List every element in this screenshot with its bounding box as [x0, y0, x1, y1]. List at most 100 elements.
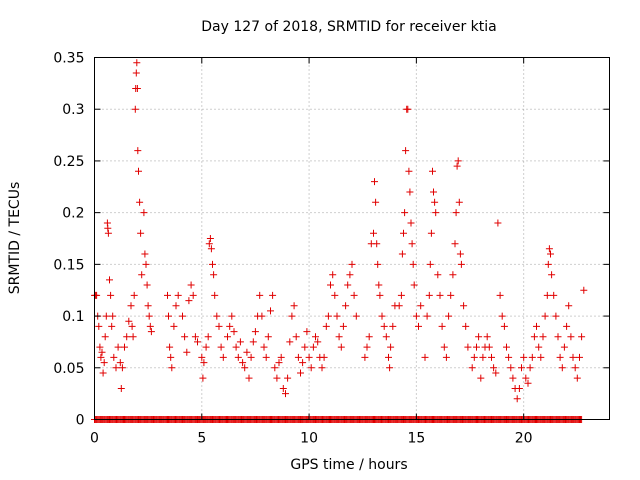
- data-point: [132, 69, 140, 77]
- data-point: [541, 312, 549, 320]
- data-point: [134, 147, 142, 155]
- data-point: [138, 271, 146, 279]
- data-point: [226, 322, 234, 330]
- data-point: [425, 291, 433, 299]
- data-point: [267, 307, 274, 315]
- data-point: [554, 333, 562, 341]
- data-point: [118, 364, 126, 372]
- data-point: [141, 250, 149, 258]
- data-point: [378, 312, 386, 320]
- data-point: [400, 229, 407, 237]
- y-tick-label: 0.2: [62, 206, 84, 222]
- data-point: [164, 291, 171, 299]
- data-point: [426, 260, 434, 268]
- data-point: [449, 271, 457, 279]
- data-point: [322, 322, 330, 330]
- data-point: [389, 322, 397, 330]
- data-point: [299, 359, 307, 367]
- data-point: [249, 338, 257, 346]
- data-point: [427, 229, 435, 237]
- data-point: [96, 343, 104, 351]
- data-point: [251, 328, 259, 336]
- data-point: [477, 374, 485, 382]
- data-point: [123, 333, 131, 341]
- data-point: [460, 302, 468, 310]
- data-point: [109, 312, 117, 320]
- data-point: [294, 353, 302, 361]
- data-point: [483, 333, 491, 341]
- y-tick-label: 0: [76, 413, 85, 429]
- data-point: [239, 359, 247, 367]
- data-point: [125, 317, 133, 325]
- data-point: [544, 260, 552, 268]
- data-point: [181, 333, 189, 341]
- data-point: [243, 348, 251, 356]
- data-point: [395, 302, 403, 310]
- data-point: [430, 188, 437, 196]
- data-point: [135, 167, 142, 175]
- data-point: [146, 322, 154, 330]
- data-point: [558, 364, 566, 372]
- data-point: [505, 353, 513, 361]
- data-point: [133, 85, 141, 92]
- data-point: [329, 271, 337, 279]
- data-point: [528, 353, 536, 361]
- data-point: [335, 333, 343, 341]
- data-point: [507, 364, 515, 372]
- data-point: [129, 333, 137, 341]
- data-point: [168, 364, 176, 372]
- data-point: [187, 281, 195, 289]
- data-point: [409, 260, 417, 268]
- data-point: [275, 359, 283, 367]
- data-point: [144, 302, 152, 310]
- data-point: [204, 333, 212, 341]
- data-point: [445, 312, 453, 320]
- data-point: [404, 105, 412, 113]
- data-point: [438, 322, 446, 330]
- data-point: [352, 312, 360, 320]
- chart-title: Day 127 of 2018, SRMTID for receiver kti…: [201, 19, 496, 35]
- data-point: [350, 291, 358, 299]
- data-point: [297, 369, 304, 377]
- data-point: [98, 348, 106, 356]
- data-point: [290, 302, 298, 310]
- data-point: [100, 359, 108, 367]
- data-point: [537, 353, 545, 361]
- data-point: [421, 353, 429, 361]
- data-point: [454, 157, 462, 165]
- data-point: [524, 379, 532, 387]
- data-point: [312, 333, 319, 341]
- data-point: [305, 353, 313, 361]
- data-point: [503, 343, 510, 351]
- data-point: [228, 312, 236, 320]
- data-point: [423, 312, 431, 320]
- data-point: [565, 302, 573, 310]
- data-point: [462, 322, 470, 330]
- data-point: [107, 291, 115, 299]
- y-tick-label: 0.1: [62, 309, 84, 325]
- data-point: [382, 333, 390, 341]
- grid-lines: [94, 57, 610, 420]
- data-point: [563, 322, 571, 330]
- data-point: [245, 374, 253, 382]
- data-point: [408, 240, 416, 248]
- data-point: [490, 364, 498, 372]
- data-point: [131, 105, 139, 113]
- data-point: [431, 198, 439, 206]
- data-point: [211, 291, 219, 299]
- data-point: [256, 291, 264, 299]
- data-point: [108, 322, 116, 330]
- data-point: [174, 291, 182, 299]
- data-point: [277, 353, 285, 361]
- data-point: [464, 343, 472, 351]
- data-point: [361, 353, 369, 361]
- data-points: [91, 59, 588, 423]
- data-point: [210, 271, 218, 279]
- data-point: [194, 338, 201, 346]
- data-point: [102, 312, 110, 320]
- data-point: [348, 260, 356, 268]
- x-tick-label: 5: [197, 431, 206, 447]
- data-point: [179, 312, 186, 320]
- data-point: [288, 312, 296, 320]
- data-point: [337, 343, 345, 351]
